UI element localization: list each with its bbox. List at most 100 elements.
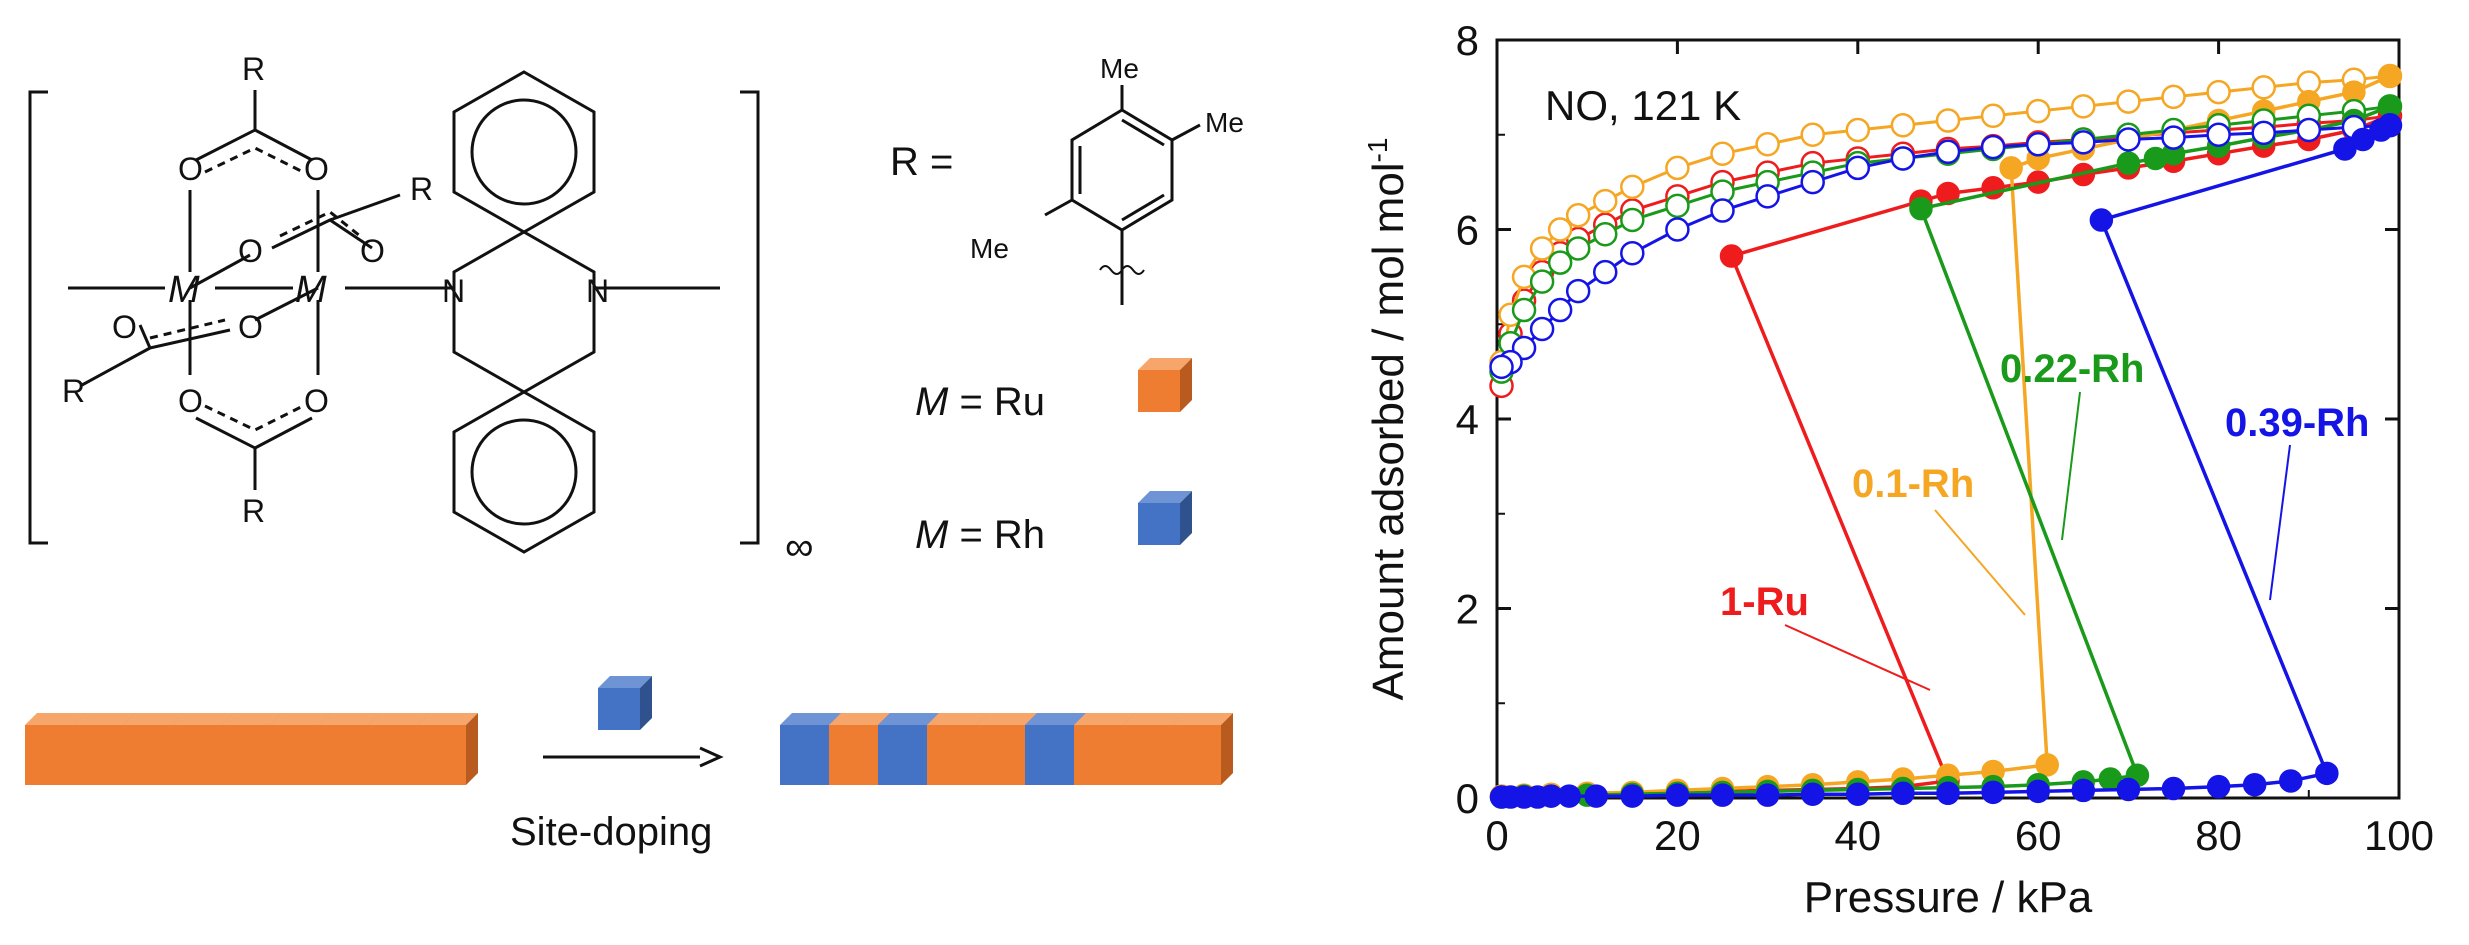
desorption-point	[1489, 354, 1514, 380]
desorption-point	[1529, 236, 1555, 261]
adsorption-point	[2351, 127, 2375, 152]
dopant-cube	[598, 676, 652, 730]
adsorption-point	[1800, 782, 1825, 806]
adsorption-point	[1719, 244, 1744, 268]
adsorption-point	[2333, 137, 2357, 161]
annotation-label: 1-Ru	[1720, 580, 1809, 624]
adsorption-point	[2378, 113, 2402, 138]
o-label-2: O	[304, 151, 329, 187]
desorption-point	[2206, 79, 2231, 105]
x-tick-label: 20	[1654, 812, 1701, 859]
x-tick-label: 0	[1485, 812, 1508, 859]
adsorption-point	[2071, 778, 2096, 803]
annotation-label: 0.22-Rh	[2000, 347, 2145, 391]
adsorption-point	[2116, 151, 2141, 175]
desorption-point	[1620, 174, 1645, 200]
desorption-point	[2206, 122, 2231, 147]
desorption-point	[1511, 297, 1537, 323]
desorption-point	[1547, 217, 1573, 242]
x-axis-label: Pressure / kPa	[1804, 873, 2093, 922]
adsorption-point	[2378, 64, 2402, 88]
y-tick-label: 4	[1456, 396, 1479, 443]
desorption-point	[1547, 297, 1573, 323]
desorption-point	[2116, 127, 2141, 152]
desorption-point	[1710, 141, 1735, 166]
desorption-point	[1665, 217, 1690, 242]
desorption-point	[1755, 184, 1780, 209]
annotation-leader	[1934, 509, 2026, 616]
metal-ru-label: M = Ru	[915, 380, 1045, 424]
annotation-leader	[1784, 624, 1931, 691]
ru-legend-cube	[1138, 358, 1192, 412]
right-bracket	[740, 90, 760, 545]
adsorption-point	[2026, 779, 2050, 804]
metal-rh-label: M = Rh	[915, 513, 1045, 557]
site-doping-label: Site-doping	[510, 810, 712, 854]
me-label-right: Me	[1205, 107, 1244, 138]
r-left-label: R	[62, 373, 85, 409]
annotation-label: 0.1-Rh	[1852, 462, 1974, 506]
x-tick-label: 80	[2195, 812, 2242, 859]
desorption-point	[2071, 130, 2096, 155]
x-tick-label: 100	[2364, 812, 2434, 859]
desorption-point	[2025, 131, 2051, 157]
adsorption-point	[1891, 781, 1915, 806]
site-doping-arrow	[543, 746, 724, 768]
adsorption-point	[1665, 783, 1690, 807]
desorption-point	[1845, 117, 1871, 143]
adsorption-point	[1981, 780, 2005, 805]
adsorption-point	[1620, 784, 1645, 808]
chain-after-cube	[1172, 713, 1233, 785]
desorption-point	[1565, 236, 1591, 261]
adsorption-point	[2315, 761, 2339, 786]
x-tick-label: 40	[1834, 812, 1881, 859]
desorption-point	[1529, 316, 1555, 342]
chain-before-cube	[417, 713, 478, 785]
annotation-leader	[2269, 444, 2291, 601]
o-label-4: O	[360, 233, 385, 269]
chain-after-cube	[1074, 713, 1135, 785]
chart-title: NO, 121 K	[1545, 82, 1741, 129]
adsorption-point	[2279, 769, 2303, 793]
desorption-point	[2071, 94, 2096, 119]
desorption-point	[1592, 188, 1618, 214]
adsorption-point	[2242, 772, 2267, 797]
cube-chains	[25, 358, 1233, 785]
n-label-left: N	[442, 273, 465, 309]
r-top-label: R	[242, 51, 265, 87]
desorption-point	[1755, 131, 1780, 157]
adsorption-point	[1909, 196, 1933, 221]
desorption-point	[1620, 240, 1645, 266]
desorption-point	[1665, 155, 1690, 181]
o-label-3: O	[238, 233, 263, 269]
me-label-left: Me	[970, 233, 1009, 264]
desorption-point	[1845, 155, 1871, 181]
phenazine-ring	[452, 70, 720, 554]
adsorption-point	[1999, 156, 2023, 180]
adsorption-point	[1584, 784, 1608, 808]
o-label-8: O	[304, 383, 329, 419]
annotation-label: 0.39-Rh	[2225, 401, 2370, 445]
adsorption-point	[1710, 783, 1735, 807]
desorption-point	[1800, 169, 1825, 195]
desorption-point	[2161, 125, 2186, 150]
desorption-point	[1529, 269, 1555, 294]
mesityl-group	[1044, 85, 1201, 305]
me-label-top: Me	[1100, 53, 1139, 84]
desorption-point	[1620, 207, 1645, 233]
isotherm-chart: 0 20 40 60 80 100 0 2 4 6 8 1-Ru 0.1-Rh 0.22-Rh 0.39-…	[1362, 17, 2434, 922]
annotation-leader	[2061, 391, 2081, 541]
adsorption-point	[1557, 784, 1581, 808]
r-bottom-label: R	[242, 493, 265, 529]
adsorption-point	[2089, 208, 2114, 232]
series-layer	[1489, 63, 2403, 809]
desorption-point	[1592, 259, 1618, 285]
left-bracket	[28, 90, 48, 545]
paddlewheel-bonds	[68, 90, 455, 490]
desorption-point	[1565, 203, 1591, 228]
y-tick-label: 6	[1456, 207, 1479, 254]
desorption-point	[1710, 198, 1735, 223]
o-label-6: O	[238, 309, 263, 345]
desorption-point	[1665, 193, 1690, 219]
